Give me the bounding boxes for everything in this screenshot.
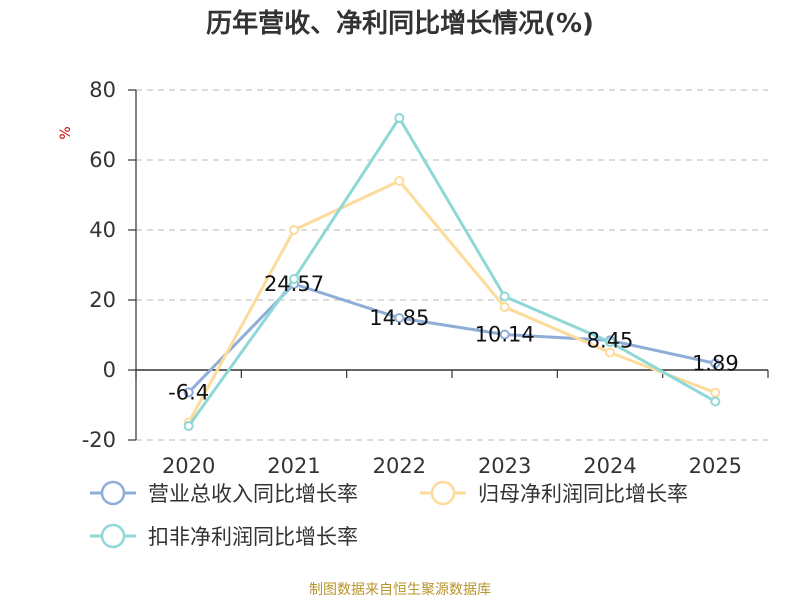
x-tick-label: 2022 — [373, 454, 426, 478]
series-lines — [183, 113, 721, 431]
legend-item[interactable]: 归母净利润同比增长率 — [420, 480, 688, 506]
y-axis-unit: % — [58, 126, 74, 139]
source-note: 制图数据来自恒生聚源数据库 — [309, 582, 491, 598]
series-line — [187, 179, 716, 424]
legend-label: 营业总收入同比增长率 — [148, 482, 358, 506]
x-tick-label: 2025 — [689, 454, 742, 478]
data-point — [710, 358, 721, 369]
data-labels: -6.4 24.57 14.85 10.14 8.45 1.89 — [168, 272, 739, 404]
axes: 80 60 40 20 0 -20 2020 2021 2022 2023 2024 2025 — [82, 78, 769, 478]
data-point — [183, 387, 194, 398]
legend-marker — [100, 480, 126, 506]
data-label: -6.4 — [168, 380, 209, 404]
data-point — [499, 291, 510, 302]
data-point — [394, 113, 405, 123]
data-point — [710, 396, 721, 407]
data-point — [710, 387, 721, 398]
data-label: 10.14 — [475, 323, 535, 347]
y-tick-label: 60 — [89, 148, 116, 172]
x-tick-label: 2023 — [478, 454, 531, 478]
y-tick-label: 40 — [89, 218, 116, 242]
legend-marker — [430, 480, 456, 506]
y-tick-label: 20 — [89, 288, 116, 312]
data-point — [605, 347, 615, 358]
data-point — [183, 421, 194, 431]
legend-item[interactable]: 扣非净利润同比增长率 — [90, 523, 358, 549]
x-tick-label: 2021 — [267, 454, 320, 478]
data-point — [499, 329, 510, 340]
data-label: 1.89 — [692, 351, 739, 375]
legend-item[interactable]: 营业总收入同比增长率 — [90, 480, 358, 506]
grid — [136, 89, 768, 441]
y-tick-label: 80 — [89, 78, 116, 102]
data-point — [605, 337, 615, 347]
legend-marker — [100, 523, 126, 549]
y-tick-label: -20 — [82, 428, 116, 452]
series-line — [187, 116, 717, 427]
legend-label: 扣非净利润同比增长率 — [148, 525, 358, 549]
data-label: 24.57 — [264, 272, 324, 296]
data-point — [289, 274, 299, 284]
legend-label: 归母净利润同比增长率 — [478, 482, 688, 506]
data-point — [394, 176, 405, 186]
data-label: 14.85 — [369, 306, 429, 330]
chart-title: 历年营收、净利同比增长情况(%) — [206, 8, 594, 39]
data-point — [394, 313, 405, 324]
x-tick-label: 2020 — [162, 454, 215, 478]
x-tick-label: 2024 — [583, 454, 636, 478]
data-point — [499, 302, 510, 312]
data-point — [289, 225, 299, 235]
y-tick-label: 0 — [103, 358, 116, 382]
data-label: 8.45 — [587, 328, 634, 352]
